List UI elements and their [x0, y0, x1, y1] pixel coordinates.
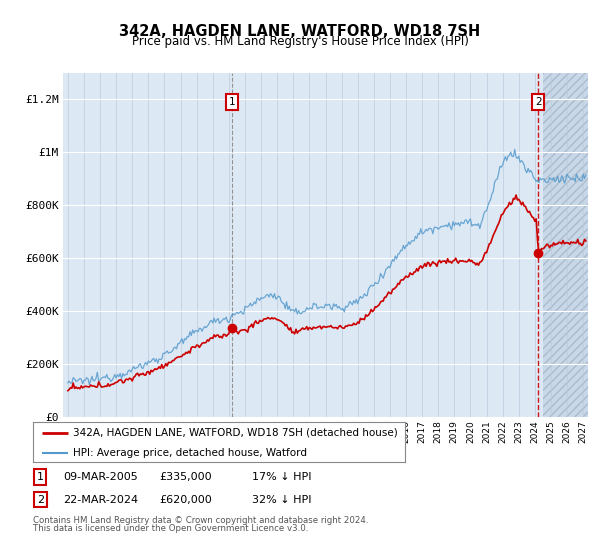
Text: £335,000: £335,000 [159, 472, 212, 482]
Text: 1: 1 [37, 472, 44, 482]
Text: HPI: Average price, detached house, Watford: HPI: Average price, detached house, Watf… [73, 448, 307, 458]
Text: Price paid vs. HM Land Registry's House Price Index (HPI): Price paid vs. HM Land Registry's House … [131, 35, 469, 48]
Text: This data is licensed under the Open Government Licence v3.0.: This data is licensed under the Open Gov… [33, 524, 308, 533]
Text: 2: 2 [37, 494, 44, 505]
Text: 17% ↓ HPI: 17% ↓ HPI [252, 472, 311, 482]
Text: 09-MAR-2005: 09-MAR-2005 [63, 472, 138, 482]
Text: 342A, HAGDEN LANE, WATFORD, WD18 7SH: 342A, HAGDEN LANE, WATFORD, WD18 7SH [119, 24, 481, 39]
Text: £620,000: £620,000 [159, 494, 212, 505]
Text: 2: 2 [535, 97, 542, 107]
Text: 342A, HAGDEN LANE, WATFORD, WD18 7SH (detached house): 342A, HAGDEN LANE, WATFORD, WD18 7SH (de… [73, 428, 398, 438]
Text: 1: 1 [229, 97, 236, 107]
Text: 22-MAR-2024: 22-MAR-2024 [63, 494, 138, 505]
Text: Contains HM Land Registry data © Crown copyright and database right 2024.: Contains HM Land Registry data © Crown c… [33, 516, 368, 525]
Bar [543, 73, 588, 417]
Text: 32% ↓ HPI: 32% ↓ HPI [252, 494, 311, 505]
